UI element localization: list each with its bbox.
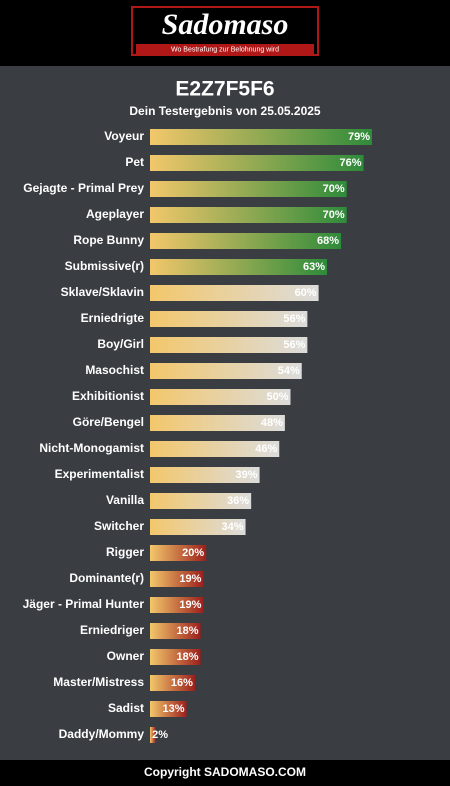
- bar: [150, 337, 308, 353]
- category-label: Göre/Bengel: [73, 415, 144, 429]
- bars: Voyeur 79% Pet 76% Gejagte - Primal Prey 70% A…: [23, 129, 372, 743]
- bar: [150, 623, 201, 639]
- value-label: 18%: [177, 625, 199, 637]
- category-label: Sklave/Sklavin: [61, 285, 144, 299]
- bar: [150, 545, 207, 561]
- bar: [150, 441, 280, 457]
- tagline-band: [136, 44, 314, 54]
- bar: [150, 363, 302, 379]
- footer-bar: [0, 760, 450, 786]
- value-label: 70%: [323, 183, 345, 195]
- value-label: 70%: [323, 209, 345, 221]
- value-label: 36%: [227, 495, 249, 507]
- value-label: 13%: [162, 703, 184, 715]
- category-label: Rope Bunny: [73, 233, 144, 247]
- category-label: Erniedrigte: [81, 311, 145, 325]
- bar: [150, 311, 308, 327]
- category-label: Masochist: [85, 363, 144, 377]
- footer-text: Copyright SADOMASO.COM: [144, 765, 306, 779]
- bar: [150, 701, 187, 717]
- category-label: Dominante(r): [69, 571, 144, 585]
- category-label: Switcher: [94, 519, 144, 533]
- category-label: Sadist: [108, 701, 144, 715]
- value-label: 56%: [283, 313, 305, 325]
- category-label: Jäger - Primal Hunter: [23, 597, 145, 611]
- chart-subtitle: Dein Testergebnis von 25.05.2025: [129, 104, 321, 118]
- logo-text: Sadomaso: [162, 8, 289, 41]
- category-label: Daddy/Mommy: [59, 727, 145, 741]
- category-label: Rigger: [106, 545, 144, 559]
- bar: [150, 675, 195, 691]
- bar: [150, 597, 204, 613]
- value-label: 68%: [317, 235, 339, 247]
- bar: [150, 571, 204, 587]
- bar: [150, 389, 291, 405]
- category-label: Vanilla: [106, 493, 144, 507]
- value-label: 34%: [222, 521, 244, 533]
- bar: [150, 129, 372, 145]
- category-label: Erniedriger: [80, 623, 144, 637]
- chart-title: E2Z7F5F6: [175, 78, 274, 101]
- value-label: 79%: [348, 131, 370, 143]
- category-label: Experimentalist: [55, 467, 144, 481]
- bar: [150, 207, 347, 223]
- bar: [150, 233, 342, 249]
- value-label: 76%: [340, 157, 362, 169]
- bar: [150, 181, 347, 197]
- value-label: 16%: [171, 677, 193, 689]
- value-label: 48%: [261, 417, 283, 429]
- category-label: Owner: [107, 649, 145, 663]
- value-label: 39%: [236, 469, 258, 481]
- bar: [150, 649, 201, 665]
- value-label: 54%: [278, 365, 300, 377]
- category-label: Pet: [125, 155, 144, 169]
- bar: [150, 727, 156, 743]
- bar: [150, 467, 260, 483]
- category-label: Ageplayer: [86, 207, 144, 221]
- logo[interactable]: Sadomaso Wo Bestrafung zur Belohnung wir…: [131, 6, 319, 56]
- value-label: 19%: [179, 573, 201, 585]
- bar: [150, 493, 252, 509]
- bar: [150, 259, 328, 275]
- value-label: 56%: [283, 339, 305, 351]
- value-label: 19%: [179, 599, 201, 611]
- value-label: 60%: [295, 287, 317, 299]
- category-label: Exhibitionist: [72, 389, 144, 403]
- category-label: Boy/Girl: [97, 337, 144, 351]
- bar: [150, 415, 285, 431]
- value-label: 63%: [303, 261, 325, 273]
- value-label: 18%: [177, 651, 199, 663]
- value-label: 50%: [266, 391, 288, 403]
- category-label: Nicht-Monogamist: [39, 441, 144, 455]
- value-label: 2%: [152, 729, 168, 741]
- category-label: Voyeur: [104, 129, 144, 143]
- value-label: 20%: [182, 547, 204, 559]
- value-label: 46%: [255, 443, 277, 455]
- bar: [150, 519, 246, 535]
- bar: [150, 285, 319, 301]
- category-label: Submissive(r): [65, 259, 144, 273]
- category-label: Master/Mistress: [53, 675, 144, 689]
- bar: [150, 155, 364, 171]
- tagline: Wo Bestrafung zur Belohnung wird: [171, 46, 279, 53]
- category-label: Gejagte - Primal Prey: [23, 181, 144, 195]
